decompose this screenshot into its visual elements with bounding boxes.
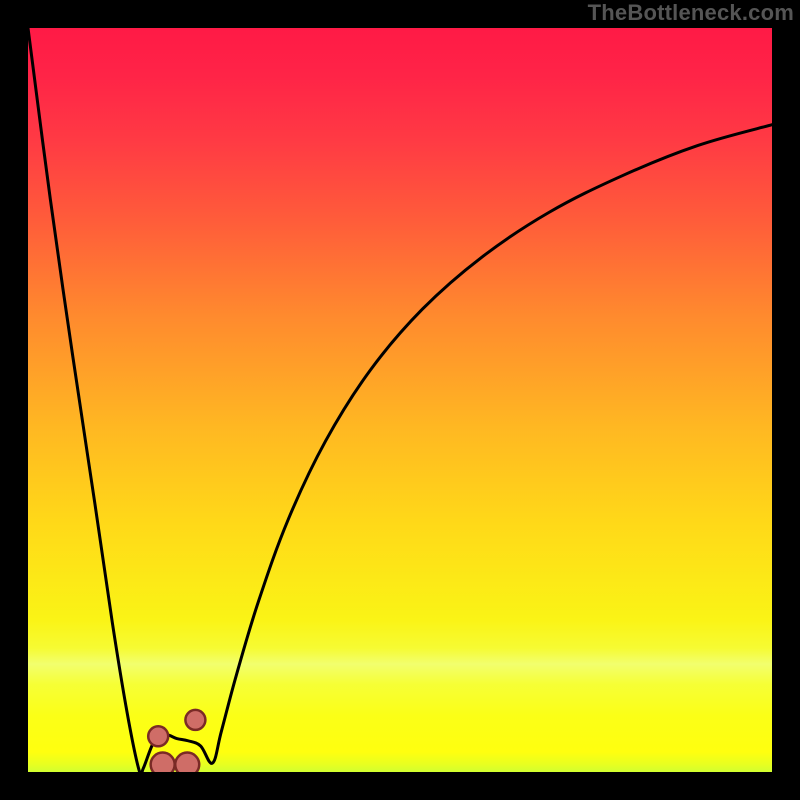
valley-marker [175, 753, 199, 777]
valley-marker [151, 753, 175, 777]
chart-svg [0, 0, 800, 800]
valley-markers [148, 710, 205, 777]
bottleneck-curve [28, 28, 772, 776]
gradient-background [28, 28, 800, 800]
watermark-label: TheBottleneck.com [588, 0, 794, 26]
plot-frame [14, 14, 786, 786]
chart-canvas: TheBottleneck.com [0, 0, 800, 800]
valley-marker [185, 710, 205, 730]
valley-marker [148, 726, 168, 746]
